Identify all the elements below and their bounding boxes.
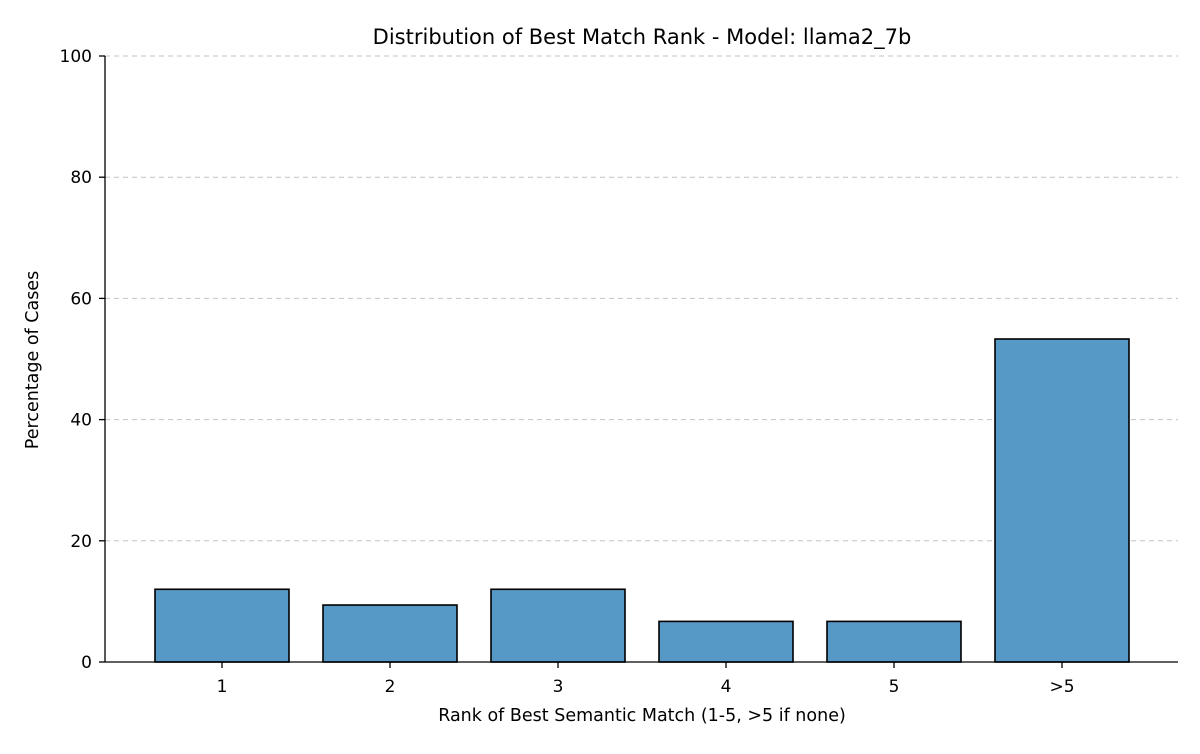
y-tick-label: 100	[60, 47, 92, 67]
y-tick-label: 40	[70, 411, 92, 431]
bar-5	[826, 620, 962, 663]
bar-6	[994, 338, 1130, 663]
axes	[104, 56, 1178, 663]
x-tick-label: 3	[553, 677, 564, 697]
y-tick-label: 80	[70, 168, 92, 188]
x-tick-label: 1	[217, 677, 228, 697]
bar-2	[322, 604, 458, 663]
bar-4	[658, 620, 794, 663]
ticks: 0 20 40 60 80 100 1 2 3 4 5 >5	[60, 47, 1075, 697]
x-tick-label: 5	[889, 677, 900, 697]
x-tick-label: >5	[1049, 677, 1074, 697]
x-tick-label: 4	[721, 677, 732, 697]
y-tick-label: 20	[70, 532, 92, 552]
bar-3	[490, 588, 626, 663]
bars	[154, 338, 1130, 663]
bar-1	[154, 588, 290, 663]
x-tick-label: 2	[385, 677, 396, 697]
y-tick-label: 0	[81, 653, 92, 673]
y-axis-title: Percentage of Cases	[23, 271, 43, 449]
chart-title: Distribution of Best Match Rank - Model:…	[373, 25, 912, 50]
y-tick-label: 60	[70, 289, 92, 309]
x-axis-title: Rank of Best Semantic Match (1-5, >5 if …	[438, 706, 846, 726]
